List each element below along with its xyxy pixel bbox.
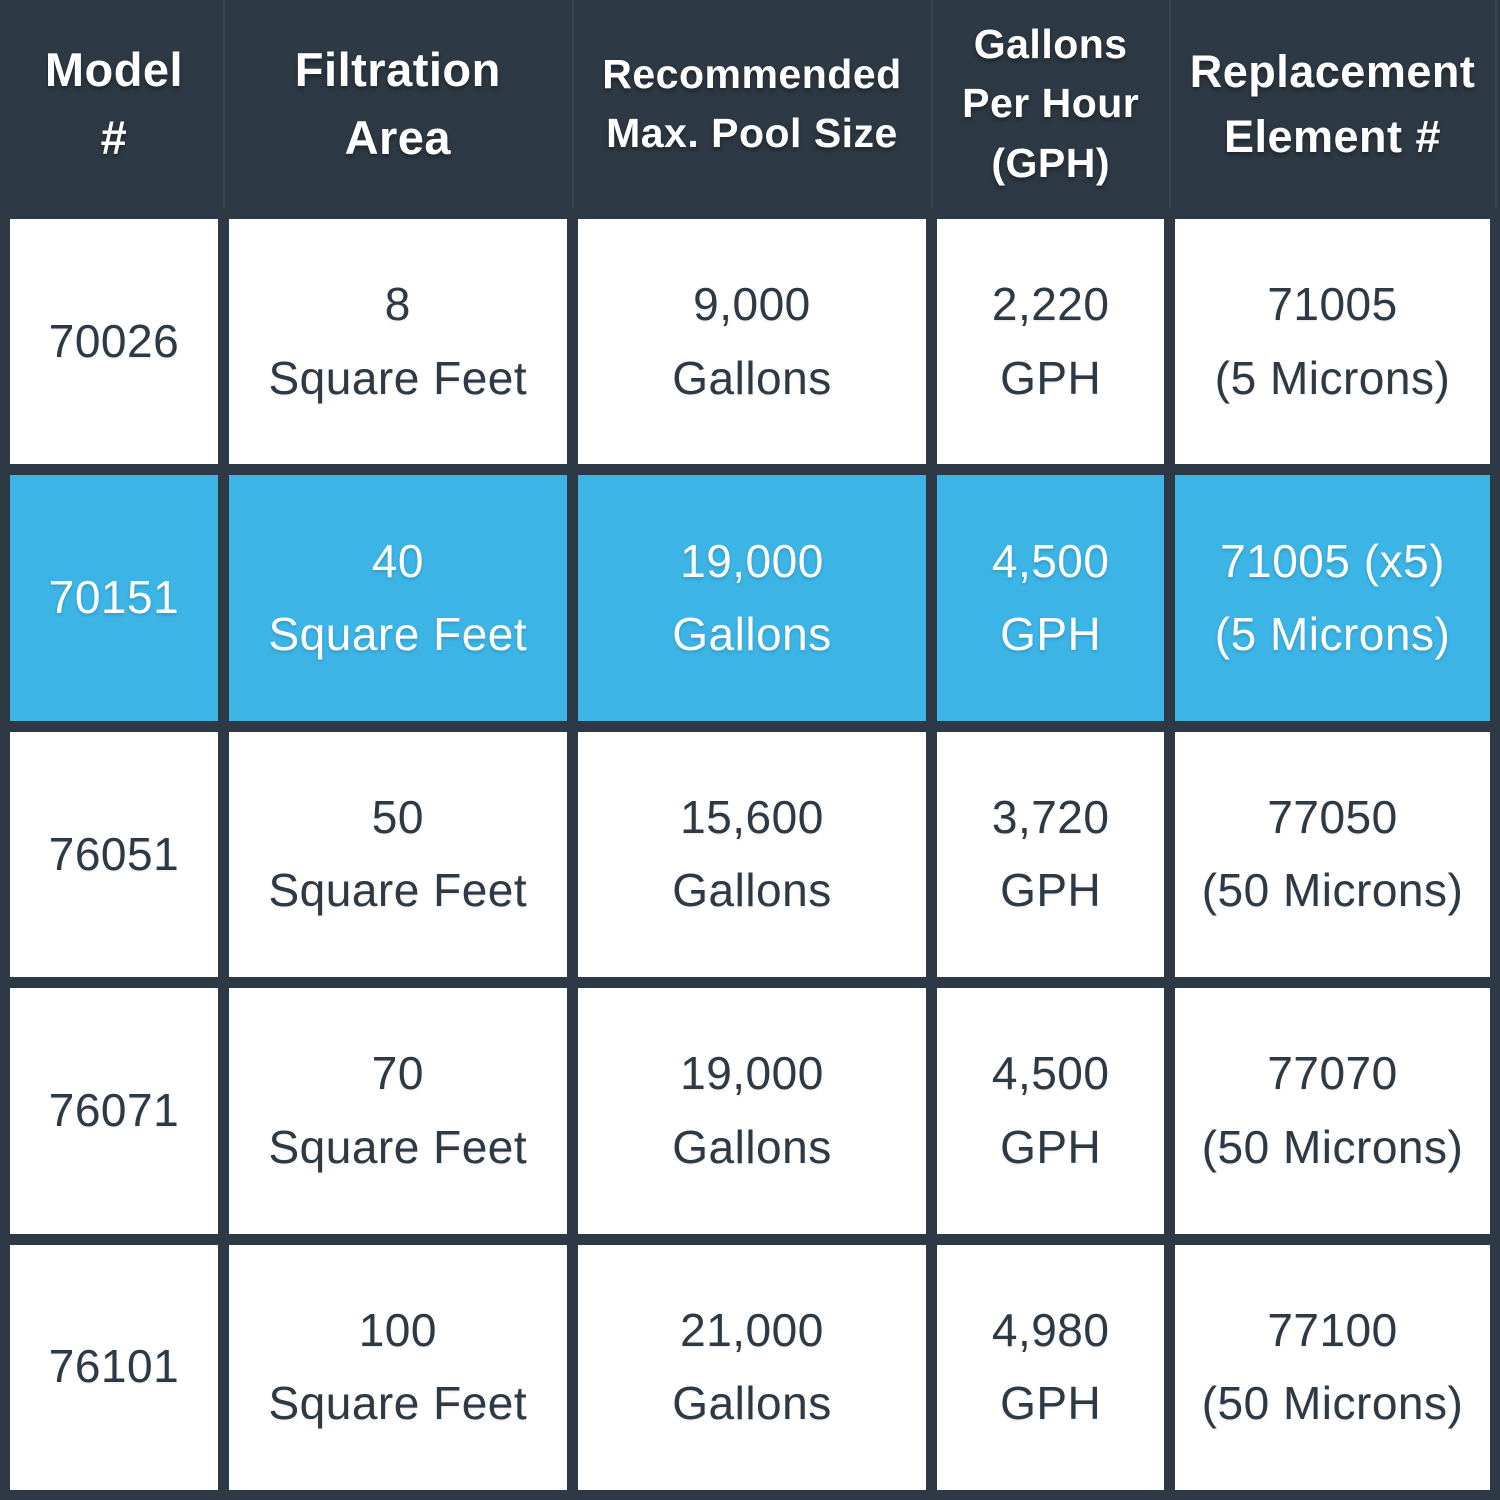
cell-area-70151: 40 Square Feet bbox=[228, 475, 567, 721]
column-header-model-number: Model # bbox=[10, 0, 225, 208]
cell-gph-76071: 4,500 GPH bbox=[937, 988, 1165, 1234]
cell-element-70151: 71005 (x5) (5 Microns) bbox=[1175, 475, 1490, 721]
cell-element-76101: 77100 (50 Microns) bbox=[1175, 1244, 1490, 1490]
column-header-gph: Gallons Per Hour (GPH) bbox=[937, 0, 1171, 208]
cell-element-76071: 77070 (50 Microns) bbox=[1175, 988, 1490, 1234]
cell-model-70026: 70026 bbox=[10, 219, 218, 465]
cell-gph-70151: 4,500 GPH bbox=[937, 475, 1165, 721]
cell-pool-size-70026: 9,000 Gallons bbox=[577, 219, 927, 465]
cell-pool-size-76101: 21,000 Gallons bbox=[577, 1244, 927, 1490]
cell-pool-size-70151: 19,000 Gallons bbox=[577, 475, 927, 721]
cell-element-70026: 71005 (5 Microns) bbox=[1175, 219, 1490, 465]
cell-model-70151: 70151 bbox=[10, 475, 218, 721]
column-header-filtration-area: Filtration Area bbox=[228, 0, 574, 208]
cell-model-76051: 76051 bbox=[10, 731, 218, 978]
column-header-replacement-element: Replacement Element # bbox=[1175, 0, 1497, 208]
cell-gph-76101: 4,980 GPH bbox=[937, 1244, 1165, 1490]
cell-gph-70026: 2,220 GPH bbox=[937, 219, 1165, 465]
cell-area-76071: 70 Square Feet bbox=[228, 988, 567, 1234]
cell-element-76051: 77050 (50 Microns) bbox=[1175, 731, 1490, 978]
cell-pool-size-76051: 15,600 Gallons bbox=[577, 731, 927, 978]
column-header-max-pool-size: Recommended Max. Pool Size bbox=[577, 0, 933, 208]
cell-area-70026: 8 Square Feet bbox=[228, 219, 567, 465]
cell-model-76101: 76101 bbox=[10, 1244, 218, 1490]
cell-area-76051: 50 Square Feet bbox=[228, 731, 567, 978]
cell-area-76101: 100 Square Feet bbox=[228, 1244, 567, 1490]
cell-gph-76051: 3,720 GPH bbox=[937, 731, 1165, 978]
cell-pool-size-76071: 19,000 Gallons bbox=[577, 988, 927, 1234]
cell-model-76071: 76071 bbox=[10, 988, 218, 1234]
